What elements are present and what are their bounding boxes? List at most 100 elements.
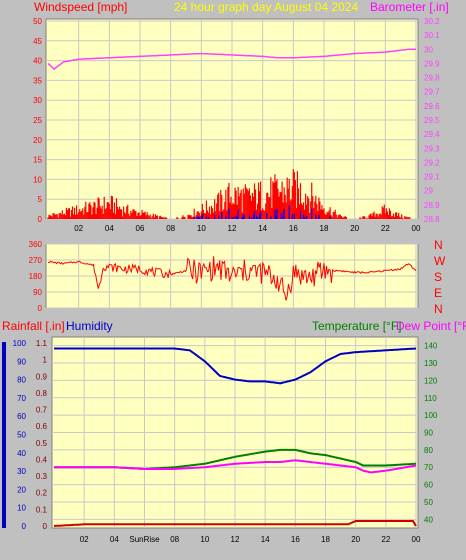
windspeed-tick-label: 30 — [33, 96, 42, 105]
temperature-tick-label: 40 — [424, 515, 433, 524]
bottom-x-tick-label: 20 — [351, 535, 360, 544]
temperature-tick-label: 60 — [424, 481, 433, 490]
rainfall-ticks: 0 0.1 0.2 0.3 0.4 0.5 0.6 0.7 0.8 0.9 1 1.1 — [36, 339, 48, 531]
wind-x-tick-label: 22 — [381, 224, 390, 233]
barometer-tick-label: 29.8 — [424, 74, 440, 83]
bottom-x-tick-label: 00 — [412, 535, 421, 544]
rainfall-tick-label: 0.5 — [36, 439, 48, 448]
compass-label: N — [434, 238, 443, 252]
rainfall-axis-label: Rainfall [.in] — [2, 319, 65, 333]
windspeed-tick-label: 40 — [33, 57, 42, 66]
compass-label: W — [434, 254, 446, 268]
barometer-tick-label: 30.1 — [424, 31, 440, 40]
wind-x-tick-label: 20 — [350, 224, 359, 233]
compass-label: N — [434, 302, 443, 316]
rainfall-tick-label: 0.9 — [36, 372, 48, 381]
wind-direction-grid — [46, 243, 418, 309]
wind-x-tick-label: 02 — [74, 224, 83, 233]
windspeed-tick-label: 50 — [33, 17, 42, 26]
wind-x-tick-label: 10 — [197, 224, 206, 233]
windspeed-tick-label: 20 — [33, 136, 42, 145]
rainfall-line — [53, 520, 417, 527]
direction-tick-label: 360 — [29, 240, 43, 249]
barometer-line — [47, 48, 416, 71]
humidity-tick-label: 60 — [17, 412, 26, 421]
bottom-x-ticks: 02 04 SunRise 08 10 12 14 16 18 20 22 00 — [80, 535, 421, 544]
temperature-axis-label: Temperature [°F] — [312, 319, 402, 333]
temperature-tick-label: 130 — [424, 359, 438, 368]
bottom-x-tick-label: 08 — [170, 535, 179, 544]
bottom-x-tick-label: SunRise — [129, 535, 160, 544]
barometer-tick-label: 29.9 — [424, 59, 440, 68]
humidity-line — [54, 347, 417, 385]
barometer-ticks: 28.8 28.9 29 29.1 29.2 29.3 29.4 29.5 29.6 29.7 29… — [424, 17, 440, 224]
bottom-x-tick-label: 10 — [200, 535, 209, 544]
rainfall-tick-label: 0.2 — [36, 489, 48, 498]
barometer-tick-label: 29.2 — [424, 158, 440, 167]
bottom-x-tick-label: 22 — [381, 535, 390, 544]
temperature-tick-label: 80 — [424, 446, 433, 455]
temperature-tick-label: 140 — [424, 342, 438, 351]
bottom-x-tick-label: 12 — [231, 535, 240, 544]
compass-label: S — [434, 270, 442, 284]
direction-tick-label: 270 — [29, 256, 43, 265]
rainfall-tick-label: 0.7 — [36, 406, 48, 415]
barometer-tick-label: 30.2 — [424, 17, 440, 26]
windspeed-axis-label: Windspeed [mph] — [34, 0, 127, 14]
barometer-tick-label: 29 — [424, 187, 433, 196]
gust-bars — [193, 205, 331, 219]
windspeed-tick-label: 45 — [33, 37, 42, 46]
bottom-x-tick-label: 02 — [80, 535, 89, 544]
humidity-ticks: 0 10 20 30 40 50 60 70 80 90 100 — [13, 339, 27, 531]
wind-direction-line — [47, 256, 417, 301]
direction-tick-label: 90 — [33, 288, 42, 297]
windspeed-tick-label: 35 — [33, 76, 42, 85]
humidity-tick-label: 40 — [17, 449, 26, 458]
wind-x-ticks: 02 04 06 08 10 12 14 16 18 20 22 00 — [74, 224, 421, 233]
humidity-tick-label: 20 — [17, 485, 26, 494]
humidity-axis-label: Humidity — [66, 319, 113, 333]
humidity-tick-label: 10 — [17, 504, 26, 513]
wind-x-tick-label: 16 — [289, 224, 298, 233]
temperature-tick-label: 90 — [424, 429, 433, 438]
temperature-tick-label: 100 — [424, 411, 438, 420]
windspeed-tick-label: 15 — [33, 156, 42, 165]
humidity-tick-label: 70 — [17, 394, 26, 403]
rainfall-tick-label: 0.8 — [36, 389, 48, 398]
wind-x-tick-label: 08 — [166, 224, 175, 233]
wind-x-tick-label: 04 — [105, 224, 114, 233]
windspeed-tick-label: 25 — [33, 116, 42, 125]
barometer-tick-label: 29.5 — [424, 116, 440, 125]
barometer-axis-label: Barometer [.in] — [370, 0, 449, 14]
barometer-tick-label: 28.8 — [424, 215, 440, 224]
barometer-tick-label: 29.1 — [424, 173, 440, 182]
wind-x-tick-label: 14 — [258, 224, 267, 233]
rainfall-tick-label: 1.1 — [36, 339, 48, 348]
humidity-tick-label: 100 — [13, 339, 27, 348]
barometer-tick-label: 29.4 — [424, 130, 440, 139]
direction-tick-label: 0 — [38, 304, 43, 313]
humidity-tick-label: 0 — [22, 522, 27, 531]
wind-x-tick-label: 12 — [228, 224, 237, 233]
temperature-tick-label: 50 — [424, 498, 433, 507]
temperature-ticks: 40 50 60 70 80 90 100 110 120 130 140 — [424, 342, 438, 525]
windspeed-tick-label: 0 — [38, 215, 43, 224]
bottom-x-tick-label: 16 — [291, 535, 300, 544]
compass-label: E — [434, 286, 442, 300]
chart-title: 24 hour graph day August 04 2024 — [174, 0, 358, 14]
temperature-tick-label: 120 — [424, 376, 438, 385]
rainfall-tick-label: 0 — [43, 522, 48, 531]
bottom-x-tick-label: 18 — [321, 535, 330, 544]
bottom-x-tick-label: 14 — [261, 535, 270, 544]
wind-barometer-grid — [46, 19, 418, 220]
barometer-tick-label: 28.9 — [424, 201, 440, 210]
wind-x-tick-label: 06 — [136, 224, 145, 233]
barometer-tick-label: 29.7 — [424, 88, 440, 97]
dewpoint-axis-label: Dew Point [°F] — [396, 319, 466, 333]
humidity-tick-label: 90 — [17, 357, 26, 366]
rainfall-tick-label: 0.6 — [36, 422, 48, 431]
